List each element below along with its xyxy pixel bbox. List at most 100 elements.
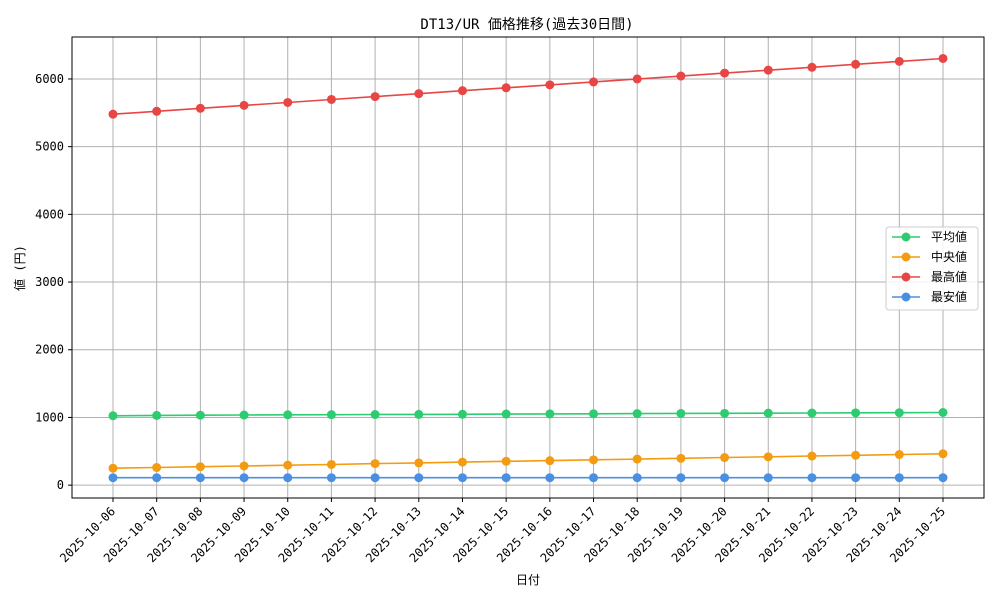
data-point	[632, 409, 642, 419]
data-point	[676, 453, 686, 463]
data-point	[414, 473, 424, 483]
data-point	[676, 71, 686, 81]
data-point	[632, 454, 642, 464]
data-point	[326, 459, 336, 469]
data-point	[370, 92, 380, 102]
data-point	[283, 460, 293, 470]
legend-label: 最安値	[931, 289, 967, 304]
data-point	[457, 409, 467, 419]
plot-frame	[71, 36, 985, 499]
data-point	[239, 473, 249, 483]
x-axis-ticks: 2025-10-062025-10-072025-10-082025-10-09…	[57, 498, 948, 565]
data-point	[938, 449, 948, 459]
data-point	[807, 473, 817, 483]
data-point	[108, 463, 118, 473]
data-point	[589, 455, 599, 465]
y-axis-ticks: 0 1000 2000 3000 4000 5000 6000	[35, 72, 72, 492]
legend-label: 平均値	[931, 229, 967, 244]
data-point	[414, 458, 424, 468]
data-point	[851, 59, 861, 69]
data-point	[108, 411, 118, 421]
data-point	[195, 410, 205, 420]
data-point	[239, 410, 249, 420]
series-中央値	[108, 449, 948, 473]
data-point	[370, 459, 380, 469]
data-point	[239, 100, 249, 110]
data-point	[457, 473, 467, 483]
data-point	[589, 77, 599, 87]
data-point	[545, 80, 555, 90]
y-tick-label: 2000	[35, 343, 64, 357]
data-point	[894, 450, 904, 460]
data-point	[938, 408, 948, 418]
data-point	[720, 453, 730, 463]
data-point	[894, 473, 904, 483]
data-point	[545, 409, 555, 419]
data-point	[326, 410, 336, 420]
y-tick-label: 0	[57, 478, 64, 492]
data-point	[370, 473, 380, 483]
data-point	[326, 473, 336, 483]
data-point	[720, 68, 730, 78]
y-tick-label: 1000	[35, 410, 64, 424]
data-point	[370, 410, 380, 420]
legend-label: 最高値	[931, 269, 967, 284]
data-point	[720, 408, 730, 418]
legend-marker	[901, 292, 911, 302]
data-point	[501, 409, 511, 419]
data-point	[589, 409, 599, 419]
data-point	[457, 86, 467, 96]
data-point	[414, 89, 424, 99]
y-tick-label: 4000	[35, 207, 64, 221]
y-axis-label: 値 (円)	[12, 245, 27, 291]
data-point	[457, 457, 467, 467]
legend-box	[885, 226, 979, 311]
data-point	[851, 408, 861, 418]
series-平均値	[108, 408, 948, 421]
series-line	[112, 57, 944, 115]
data-point	[195, 462, 205, 472]
data-point	[763, 408, 773, 418]
data-point	[763, 452, 773, 462]
data-point	[414, 409, 424, 419]
series-最高値	[108, 53, 948, 119]
legend-item: 平均値	[892, 229, 967, 244]
data-point	[152, 106, 162, 116]
data-point	[676, 408, 686, 418]
data-point	[283, 473, 293, 483]
data-point	[239, 461, 249, 471]
data-point	[807, 62, 817, 72]
data-point	[501, 83, 511, 93]
data-point	[589, 473, 599, 483]
grid-lines	[72, 37, 984, 498]
data-point	[894, 56, 904, 66]
data-point	[195, 473, 205, 483]
data-point	[632, 473, 642, 483]
data-point	[938, 53, 948, 63]
data-point	[851, 473, 861, 483]
data-point	[326, 94, 336, 104]
data-point	[938, 473, 948, 483]
data-point	[108, 109, 118, 119]
data-point	[108, 473, 118, 483]
data-point	[763, 65, 773, 75]
data-point	[676, 473, 686, 483]
data-point	[152, 463, 162, 473]
data-point	[501, 456, 511, 466]
legend-item: 最高値	[892, 269, 967, 284]
data-point	[283, 97, 293, 107]
data-point	[894, 408, 904, 418]
data-point	[152, 410, 162, 420]
y-tick-label: 6000	[35, 72, 64, 86]
data-point	[545, 473, 555, 483]
chart-title: DT13/UR 価格推移(過去30日間)	[420, 17, 633, 33]
data-point	[501, 473, 511, 483]
legend-item: 最安値	[892, 289, 967, 304]
data-point	[720, 473, 730, 483]
series-lines	[108, 53, 948, 483]
data-point	[763, 473, 773, 483]
x-axis-label: 日付	[516, 573, 540, 587]
data-point	[807, 451, 817, 461]
